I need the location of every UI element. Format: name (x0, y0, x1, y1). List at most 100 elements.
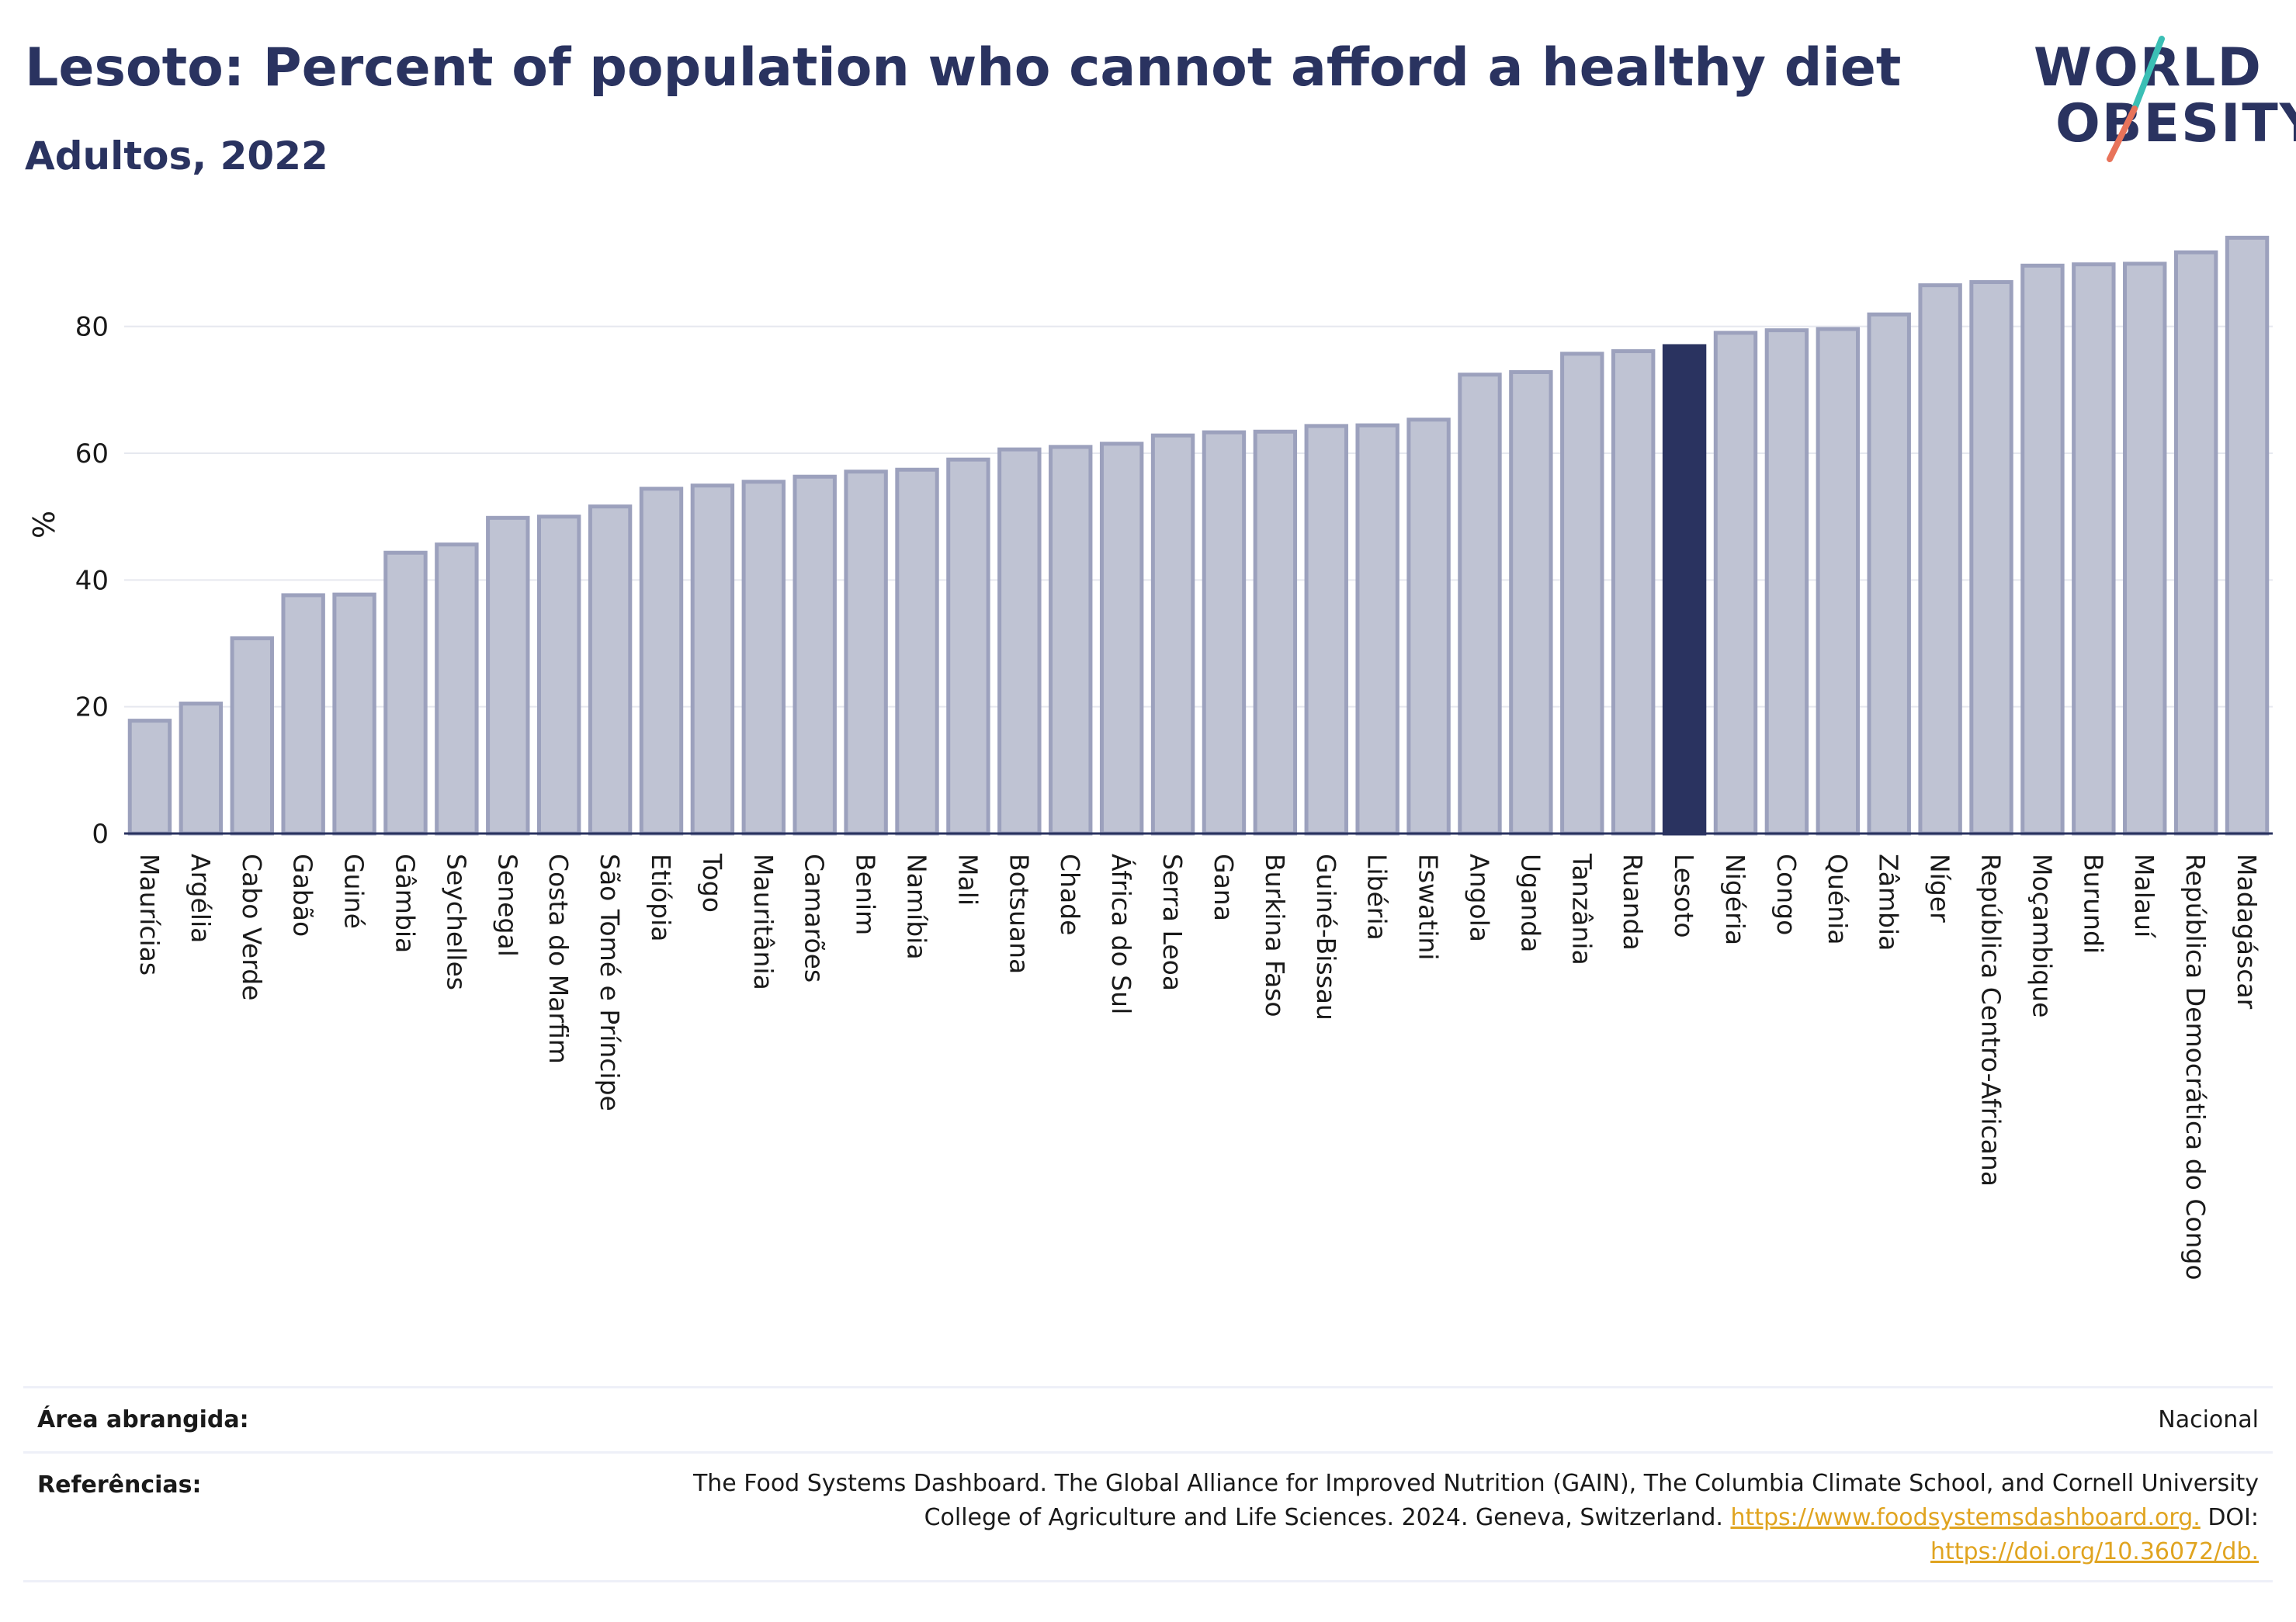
bar (536, 515, 581, 836)
references-label: Referências: (37, 1471, 202, 1499)
coverage-value: Nacional (2158, 1406, 2259, 1433)
x-category-label: Benim (851, 854, 881, 935)
bar (1406, 418, 1451, 836)
x-category-label: África do Sul (1106, 854, 1137, 1014)
bar (1867, 312, 1911, 836)
x-category-label: Camarões (799, 854, 830, 983)
bar (1509, 369, 1553, 836)
doi-label: DOI: (2200, 1504, 2259, 1531)
x-category-label: Tanzânia (1566, 853, 1597, 965)
x-category-label: Libéria (1362, 854, 1393, 941)
footer-divider-middle (23, 1451, 2273, 1454)
bar (2225, 235, 2270, 836)
bar (1049, 445, 1093, 836)
x-category-label: Lesoto (1669, 854, 1699, 938)
x-category-label: São Tomé e Príncipe (595, 854, 625, 1111)
bar (435, 542, 479, 836)
y-tick-label: 80 (75, 312, 109, 343)
reference-line-2: College of Agriculture and Life Sciences… (551, 1501, 2259, 1535)
footer-divider-top (23, 1386, 2273, 1388)
reference-line-3: https://doi.org/10.36072/db. (551, 1535, 2259, 1569)
x-category-label: República Centro-Africana (1976, 854, 2006, 1187)
dashboard-link[interactable]: https://www.foodsystemsdashboard.org. (1730, 1504, 2201, 1531)
bar (946, 457, 990, 836)
x-category-label: Gana (1209, 854, 1239, 921)
x-category-label: Angola (1464, 854, 1494, 942)
x-category-label: Burundi (2078, 854, 2108, 954)
bar (2072, 262, 2116, 836)
x-category-label: Chade (1055, 854, 1085, 935)
bar (127, 719, 172, 836)
x-category-label: Malauí (2129, 854, 2159, 939)
x-category-label: Botsuana (1004, 854, 1034, 974)
bar (1355, 423, 1399, 836)
y-tick-label: 20 (75, 692, 109, 723)
bar (793, 474, 837, 836)
bar (383, 550, 428, 836)
x-category-label: Ruanda (1618, 854, 1648, 951)
y-tick-label: 60 (75, 438, 109, 470)
world-obesity-logo: WORLD OBESITY (2018, 31, 2296, 171)
x-category-label: Congo (1771, 854, 1802, 935)
bar (1099, 442, 1144, 836)
bar (1969, 280, 2013, 836)
x-category-label: Argélia (186, 854, 216, 943)
y-axis-label: % (27, 511, 61, 539)
bar (997, 447, 1042, 836)
bar (588, 504, 633, 836)
x-category-label: Madagáscar (2232, 854, 2262, 1010)
bar-highlighted (1662, 344, 1707, 836)
x-category-label: Seychelles (441, 854, 471, 990)
chart-subtitle: Adultos, 2022 (25, 133, 328, 178)
bar (1611, 349, 1656, 836)
footer-divider-bottom (23, 1580, 2273, 1582)
axes: 0 20 40 60 80 (75, 312, 2273, 850)
reference-line-2-text: College of Agriculture and Life Sciences… (924, 1504, 1731, 1531)
x-category-label: Maurícias (134, 854, 165, 976)
bars (127, 235, 2270, 836)
x-category-label: Cabo Verde (237, 854, 267, 1000)
y-tick-label: 0 (92, 819, 109, 850)
x-category-label: Guiné-Bissau (1311, 854, 1341, 1021)
y-tick-label: 40 (75, 565, 109, 596)
x-category-label: Mauritânia (748, 854, 779, 990)
bar (1458, 373, 1502, 836)
coverage-label: Área abrangida: (37, 1406, 249, 1433)
logo-word-obesity: OBESITY (2055, 93, 2296, 154)
bar (1918, 283, 1962, 836)
x-category-label: Etiópia (646, 854, 676, 942)
references-text: The Food Systems Dashboard. The Global A… (551, 1467, 2259, 1569)
bar (179, 702, 224, 836)
x-category-label: Serra Leoa (1157, 854, 1188, 991)
bar (1816, 327, 1861, 836)
bar (639, 487, 684, 836)
x-category-label: Quénia (1823, 854, 1853, 945)
bar (1713, 331, 1758, 836)
x-category-label: Senegal (492, 854, 522, 957)
bar (1253, 429, 1298, 836)
bar (1764, 328, 1809, 836)
x-category-label: Guiné (339, 854, 369, 929)
bar (895, 467, 939, 836)
bar (230, 636, 274, 836)
bar (741, 480, 786, 836)
reference-line-1: The Food Systems Dashboard. The Global A… (692, 1470, 2259, 1497)
bar-chart: 0 20 40 60 80 Maurícias Argélia Cabo Verde Gabã… (27, 235, 2273, 1281)
x-category-label: Moçambique (2027, 854, 2057, 1017)
bar (332, 592, 376, 836)
x-category-label: Costa do Marfim (543, 854, 574, 1064)
x-category-label: Nigéria (1720, 854, 1750, 945)
bar (2173, 250, 2218, 836)
logo-slash-icon (2107, 36, 2165, 162)
bar (2123, 262, 2167, 836)
bar (2020, 263, 2065, 836)
bar (690, 483, 735, 836)
bar (1202, 430, 1247, 836)
doi-link[interactable]: https://doi.org/10.36072/db. (1930, 1538, 2259, 1565)
chart-title: Lesoto: Percent of population who cannot… (25, 37, 1902, 99)
x-category-label: Eswatini (1413, 854, 1444, 960)
x-category-label: Togo (697, 853, 727, 913)
x-category-label: Gabão (288, 854, 318, 937)
x-category-label: Zâmbia (1874, 854, 1904, 951)
x-category-label: Gâmbia (390, 854, 420, 953)
